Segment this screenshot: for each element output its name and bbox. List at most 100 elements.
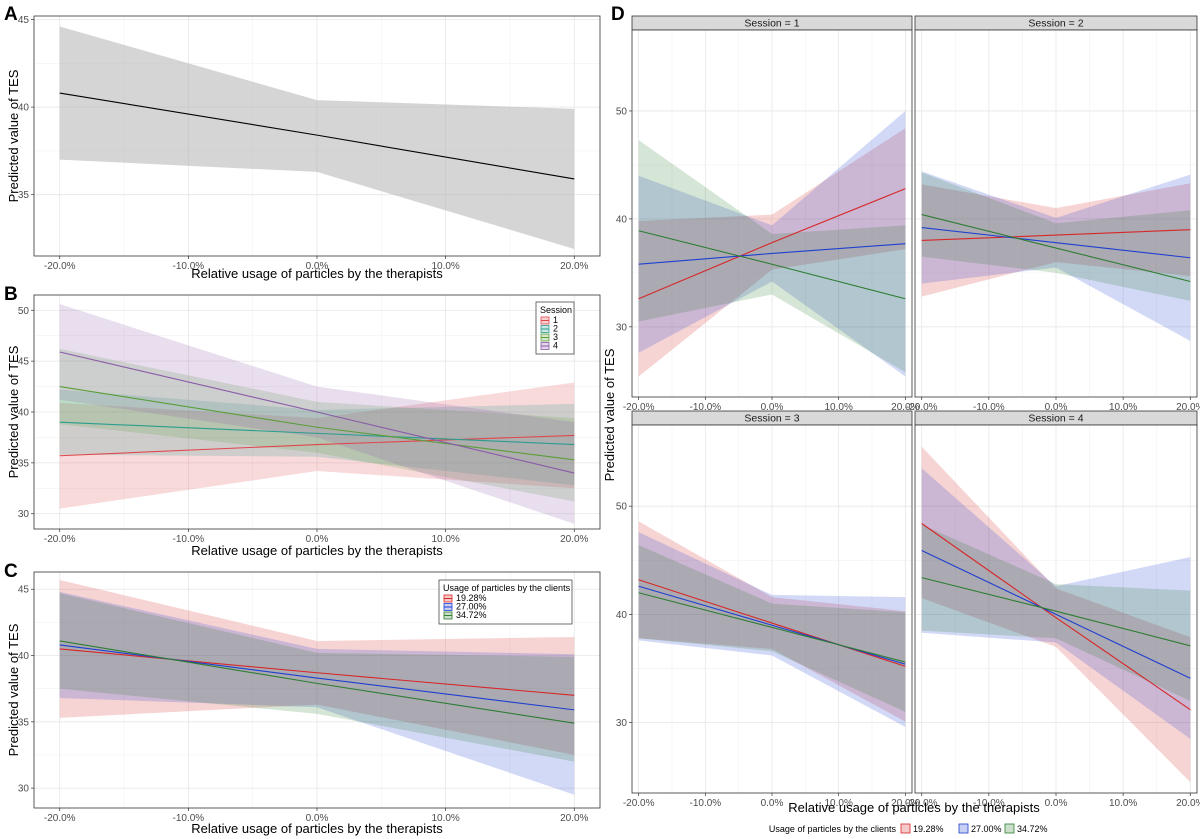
x-tick-label: 0.0%	[306, 813, 329, 824]
x-tick-label: -10.0%	[973, 402, 1005, 413]
series-line-4	[59, 351, 575, 474]
y-tick-label: 35	[18, 190, 30, 201]
x-tick-label: 10.0%	[1109, 402, 1137, 413]
y-tick-label: 50	[616, 106, 628, 117]
x-axis-title: Relative usage of particles by the thera…	[191, 543, 443, 558]
y-axis-title: Predicted value of TES	[602, 348, 617, 481]
confidence-band-19-28	[638, 521, 906, 722]
legend-box	[535, 301, 575, 355]
x-tick-label: 20.0%	[1176, 798, 1200, 809]
y-axis-title: Predicted value of TES	[6, 345, 21, 478]
confidence-band-1	[59, 382, 575, 509]
facet-session-3: Session = 3 -20.0% -10.0% 0.0% 10.0% 20.0% 30 4…	[616, 410, 920, 809]
legend-label: 4	[553, 341, 558, 351]
confidence-band-19-28	[638, 128, 906, 377]
x-tick-label: -10.0%	[173, 534, 205, 545]
x-tick-label: 0.0%	[306, 261, 329, 272]
legend-label: 19.28%	[456, 593, 487, 603]
facet-strip-label: Session = 2	[1028, 18, 1083, 30]
panel-a: A -20.0% -10.0% 0.0% 10.0% 20.0% 35 40 45 Relativ…	[4, 4, 601, 281]
x-axis-title: Relative usage of particles by the thera…	[191, 821, 443, 836]
y-tick-label: 45	[18, 357, 30, 368]
confidence-band-27-00	[638, 110, 906, 377]
y-tick-label: 40	[616, 214, 628, 225]
legend-label: 19.28%	[913, 824, 944, 834]
facet-session-4: Session = 4 -20.0% -10.0% 0.0% 10.0% 20.0%	[906, 410, 1200, 809]
series-line-2	[59, 421, 575, 446]
y-tick-label: 30	[616, 322, 628, 333]
confidence-band-34-72	[921, 172, 1191, 301]
x-tick-label: 0.0%	[1045, 402, 1068, 413]
x-tick-label: 0.0%	[1045, 798, 1068, 809]
x-tick-label: -20.0%	[44, 813, 76, 824]
y-tick-label: 45	[18, 585, 30, 596]
series-line-27-00	[921, 550, 1191, 679]
legend-title: Usage of particles by the clients	[443, 583, 571, 593]
legend-title: Session	[540, 305, 572, 315]
panel-b: B -20.0% -10.0% 0.0% 10.0% 20.0% 30 35 40 45 50 Ses…	[4, 284, 601, 558]
series-line-1	[59, 434, 575, 457]
x-tick-label: -20.0%	[44, 261, 76, 272]
legend-key	[900, 823, 911, 834]
series-line-27-00	[59, 644, 575, 711]
x-tick-label: 20.0%	[1176, 402, 1200, 413]
series-line-34-72	[638, 592, 906, 663]
series-line-27-00	[638, 243, 906, 265]
legend-label: 1	[553, 315, 558, 325]
x-tick-label: -20.0%	[906, 798, 938, 809]
legend-label: 2	[553, 324, 558, 334]
y-tick-label: 30	[18, 784, 30, 795]
x-tick-label: -10.0%	[973, 798, 1005, 809]
y-tick-label: 35	[18, 717, 30, 728]
facet-strip-label: Session = 4	[1028, 413, 1083, 425]
series-line-34-72	[921, 577, 1191, 647]
y-tick-label: 40	[18, 651, 30, 662]
y-tick-label: 30	[18, 509, 30, 520]
x-axis-title: Relative usage of particles by the thera…	[788, 800, 1040, 815]
x-tick-label: 10.0%	[824, 402, 852, 413]
series-line-27-00	[921, 226, 1191, 259]
series-line-34-72	[921, 214, 1191, 283]
legend-label: 27.00%	[456, 602, 487, 612]
x-tick-label: -20.0%	[44, 534, 76, 545]
confidence-band-27-00	[921, 171, 1191, 341]
x-tick-label: 10.0%	[824, 798, 852, 809]
confidence-band-34-72	[638, 140, 906, 373]
y-tick-label: 40	[18, 408, 30, 419]
confidence-band-27-00	[59, 591, 575, 795]
x-tick-label: 10.0%	[1109, 798, 1137, 809]
x-tick-label: -20.0%	[906, 402, 938, 413]
series-line-27-00	[638, 585, 906, 665]
legend-key	[1004, 823, 1015, 834]
x-tick-label: -10.0%	[173, 261, 205, 272]
y-tick-label: 30	[616, 718, 628, 729]
legend-label: 3	[553, 332, 558, 342]
y-tick-label: 50	[616, 502, 628, 513]
x-axis-title: Relative usage of particles by the thera…	[191, 266, 443, 281]
x-tick-label: 0.0%	[306, 534, 329, 545]
y-axis-title: Predicted value of TES	[6, 69, 21, 202]
legend-bottom: Usage of particles by the clients 19.28% 2…	[769, 823, 1048, 834]
x-tick-label: 20.0%	[560, 813, 588, 824]
series-line-overall	[59, 92, 575, 180]
legend-box	[438, 579, 573, 625]
legend-title: Usage of particles by the clients	[769, 824, 897, 834]
x-tick-label: -20.0%	[623, 798, 655, 809]
confidence-band-overall	[59, 26, 575, 249]
confidence-band-34-72	[638, 545, 906, 712]
facet-strip-label: Session = 1	[744, 18, 799, 30]
confidence-band-34-72	[921, 524, 1191, 701]
x-tick-label: 20.0%	[891, 402, 919, 413]
series-line-34-72	[59, 640, 575, 724]
legend-label: 34.72%	[1017, 824, 1048, 834]
confidence-band-2	[59, 389, 575, 486]
x-tick-label: -10.0%	[689, 798, 721, 809]
confidence-band-19-28	[59, 579, 575, 755]
series-line-19-28	[638, 579, 906, 667]
x-tick-label: 10.0%	[431, 261, 459, 272]
series-line-34-72	[638, 230, 906, 300]
legend-label: 27.00%	[971, 824, 1002, 834]
panel-d: D Session = 1 -20.0% -10.0% 0.0% 10.0% 20.0% 30…	[602, 4, 1200, 834]
confidence-band-19-28	[921, 183, 1191, 297]
